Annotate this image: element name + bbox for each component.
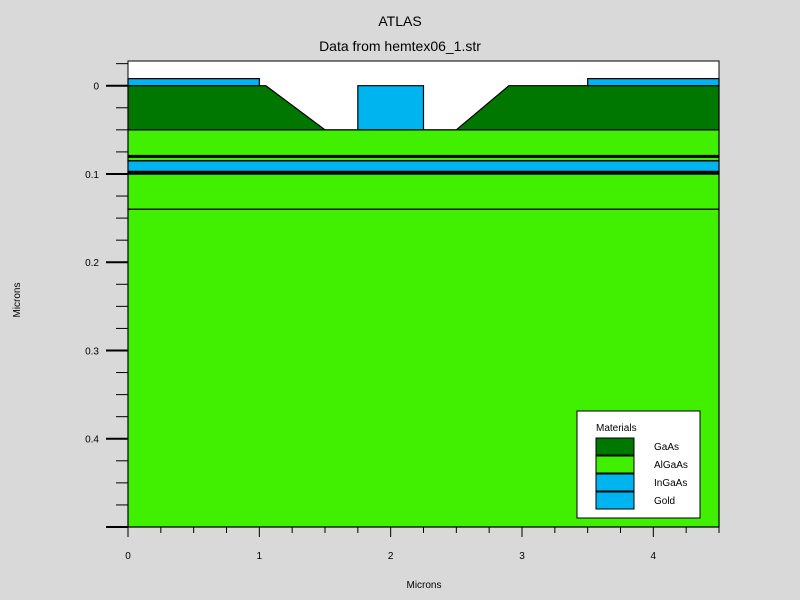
- legend-label: GaAs: [654, 442, 679, 453]
- region-ingaas-channel: [127, 160, 720, 173]
- legend-title: Materials: [596, 423, 637, 434]
- legend-label: InGaAs: [654, 478, 687, 489]
- legend-label: Gold: [654, 496, 675, 507]
- region-gold-gate: [357, 85, 425, 131]
- region-gold-drain: [587, 78, 720, 87]
- x-tick-label: 0: [125, 551, 131, 562]
- chart-title: ATLAS: [378, 13, 421, 29]
- y-tick-label: 0.3: [85, 346, 99, 357]
- x-axis: 0 1 2 3 4: [125, 527, 720, 562]
- region-algaas-buffer: [127, 173, 720, 210]
- region-algaas-barrier: [127, 129, 720, 157]
- legend-swatch: [595, 473, 635, 492]
- region-gold-source: [127, 78, 260, 87]
- legend-items: GaAs AlGaAs InGaAs Gold: [595, 437, 688, 510]
- material-regions: [127, 78, 720, 528]
- legend-label: AlGaAs: [654, 460, 688, 471]
- x-tick-label: 3: [519, 551, 525, 562]
- y-tick-label: 0: [93, 82, 99, 93]
- layer-interfaces: [128, 129, 719, 210]
- x-tick-label: 4: [651, 551, 657, 562]
- y-tick-label: 0.2: [85, 258, 99, 269]
- chart-subtitle: Data from hemtex06_1.str: [319, 38, 481, 54]
- y-axis-label: Microns: [12, 282, 23, 317]
- y-tick-label: 0.4: [85, 435, 99, 446]
- legend-swatch: [595, 455, 635, 474]
- x-axis-label: Microns: [406, 580, 441, 591]
- legend: Materials GaAs AlGaAs InGaAs Gold: [576, 410, 701, 519]
- legend-swatch: [595, 437, 635, 456]
- x-tick-label: 1: [257, 551, 263, 562]
- x-tick-label: 2: [388, 551, 394, 562]
- y-tick-label: 0.1: [85, 170, 99, 181]
- y-axis: 0 0.1 0.2 0.3 0.4: [85, 63, 128, 528]
- legend-swatch: [595, 491, 635, 510]
